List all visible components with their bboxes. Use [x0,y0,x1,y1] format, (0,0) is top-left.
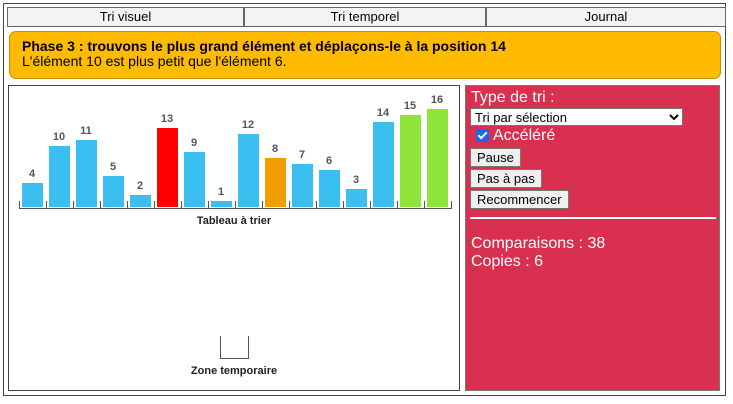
temp-zone-base [220,358,249,359]
phase-title: Phase 3 : trouvons le plus grand élément… [22,38,506,54]
sort-type-label: Type de tri : [471,89,555,106]
array-bar-value: 16 [430,94,444,106]
array-caption: Tableau à trier [196,215,272,227]
array-slot-separator [154,201,155,209]
array-bar-value: 14 [376,107,390,119]
array-bar [211,201,232,207]
array-bar [265,158,286,207]
tab-tri-visuel[interactable]: Tri visuel [7,7,244,27]
pause-button[interactable]: Pause [470,148,521,167]
array-bar [184,152,205,207]
array-slot-separator [262,201,263,209]
array-bar-value: 7 [298,149,306,161]
array-slot-separator [100,201,101,209]
array-bar [238,134,259,207]
array-bar [130,195,151,207]
array-bar-value: 13 [160,113,174,125]
status-banner: Phase 3 : trouvons le plus grand élément… [9,31,721,79]
array-slot-separator [316,201,317,209]
array-bar [427,109,448,207]
temp-zone-caption: Zone temporaire [190,365,278,377]
array-slot-separator [370,201,371,209]
array-bar [157,128,178,207]
accelerated-checkbox[interactable] [476,129,489,142]
array-slot-separator [208,201,209,209]
array-slot-separator [127,201,128,209]
array-slot-separator [451,201,452,209]
array-bar-value: 6 [325,155,333,167]
array-slot-separator [181,201,182,209]
restart-button[interactable]: Recommencer [470,190,569,209]
array-bar-value: 12 [241,119,255,131]
array-bar-value: 9 [190,137,198,149]
array-bar-value: 8 [271,143,279,155]
array-bar [76,140,97,207]
array-bar-value: 11 [80,125,92,137]
array-bar-value: 1 [217,186,225,198]
copies-count: Copies : 6 [471,253,544,270]
array-slot-separator [289,201,290,209]
array-bar [319,170,340,207]
comparisons-count: Comparaisons : 38 [471,235,606,252]
tab-journal[interactable]: Journal [486,7,726,27]
tab-tri-temporel[interactable]: Tri temporel [244,7,486,27]
temp-zone-left-wall [220,336,221,358]
sort-type-select[interactable]: Tri par sélection [470,108,683,126]
array-slot-separator [235,201,236,209]
array-bar [346,189,367,207]
phase-message: L'élément 10 est plus petit que l'élémen… [22,53,287,69]
temp-zone-right-wall [248,336,249,358]
visual-sort-area: 4 10 11 5 2 13 9 1 12 8 7 6 3 14 15 16 Tableau à trier … [8,85,460,391]
array-bar [292,164,313,207]
array-bar [49,146,70,207]
array-bar [400,115,421,207]
panel-divider [470,217,716,219]
array-slot-separator [397,201,398,209]
array-bar [22,183,43,207]
array-slot-separator [46,201,47,209]
array-slot-separator [424,201,425,209]
array-bar [103,176,124,207]
array-slot-separator [343,201,344,209]
array-slot-separator [73,201,74,209]
array-bar-value: 5 [109,161,117,173]
array-bar-value: 3 [352,174,360,186]
array-bar-value: 4 [28,168,36,180]
array-bar [373,122,394,207]
array-bar-value: 10 [52,131,66,143]
accelerated-label: Accéléré [493,127,556,144]
array-slot-separator [19,201,20,209]
array-bar-value: 15 [403,100,417,112]
control-panel: Type de tri : Tri par sélection Accéléré… [465,85,720,391]
step-button[interactable]: Pas à pas [470,169,542,188]
array-bar-value: 2 [136,180,144,192]
